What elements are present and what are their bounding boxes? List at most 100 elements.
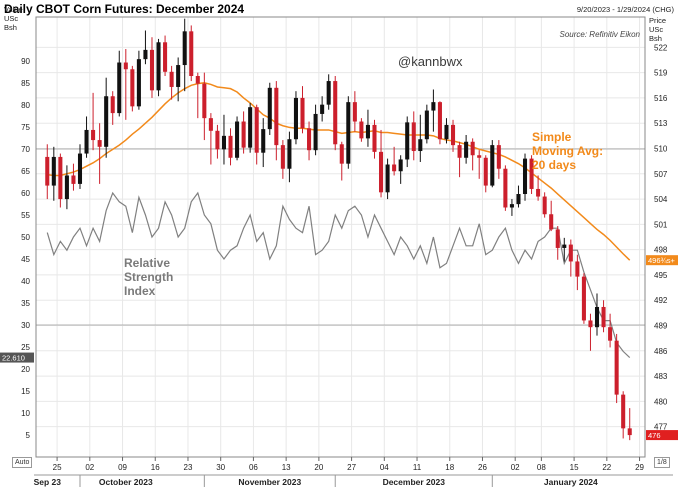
candle-body <box>248 107 253 148</box>
candle-body <box>444 124 449 140</box>
candle-body <box>431 102 436 111</box>
last-price-badge-bg <box>646 430 678 441</box>
candle-body <box>477 155 482 158</box>
candle-body <box>608 327 613 341</box>
candle-body <box>267 87 272 130</box>
candle-body <box>346 102 351 164</box>
candle-body <box>536 188 541 197</box>
value-tick-label: 10 <box>21 409 30 418</box>
candle-body <box>84 129 89 154</box>
candle-body <box>365 124 370 139</box>
date-tick-label: 30 <box>216 463 225 472</box>
candle-body <box>509 204 514 208</box>
date-tick-label: 16 <box>151 463 160 472</box>
candle-body <box>581 276 586 321</box>
source-label: Source: Refinitiv Eikon <box>559 30 640 39</box>
candle-body <box>562 244 567 248</box>
date-range-label: 9/20/2023 - 1/29/2024 (CHG) <box>576 5 674 14</box>
candle-body <box>189 31 194 77</box>
rsi-value-badge-bg <box>0 352 34 363</box>
rsi-annotation-line: Strength <box>124 270 174 284</box>
candle-body <box>71 175 76 184</box>
rsi-annotation-line: Index <box>124 284 156 298</box>
candle-body <box>437 102 442 140</box>
value-tick-label: 85 <box>21 79 30 88</box>
candle-body <box>228 135 233 158</box>
candle-body <box>568 244 573 262</box>
date-tick-label: 23 <box>184 463 193 472</box>
left-axis-header-line: Bsh <box>4 23 17 32</box>
candle-body <box>169 71 174 87</box>
value-tick-label: 55 <box>21 211 30 220</box>
candle-body <box>64 175 69 200</box>
month-label: November 2023 <box>238 477 301 487</box>
candle-body <box>594 306 600 328</box>
candle-body <box>123 62 128 70</box>
value-tick-label: 80 <box>21 101 30 110</box>
candle-body <box>202 83 207 119</box>
candle-body <box>110 96 115 114</box>
plot-frame <box>35 16 646 458</box>
value-tick-label: 25 <box>21 343 30 352</box>
value-badge-layer: 496¾s+ 476 22.610 <box>0 255 678 441</box>
value-tick-label: 50 <box>21 233 30 242</box>
candle-body <box>51 156 56 186</box>
candle-body <box>483 157 488 186</box>
price-tick-label: 492 <box>654 296 668 305</box>
value-tick-label: 5 <box>26 431 31 440</box>
last-price-badge-text: 476 <box>648 431 661 440</box>
value-tick-label: 30 <box>21 321 30 330</box>
candle-body <box>392 164 397 172</box>
right-axis-header-line: Bsh <box>649 34 662 43</box>
date-tick-label: 06 <box>249 463 258 472</box>
candle-body <box>450 124 456 146</box>
candle-body <box>457 145 462 158</box>
date-tick-label: 09 <box>118 463 127 472</box>
candle-body <box>149 49 155 91</box>
price-tick-label: 483 <box>654 372 668 381</box>
candle-body <box>320 104 325 114</box>
month-label: October 2023 <box>99 477 153 487</box>
scale-unit-button[interactable]: 1/8 <box>654 457 670 468</box>
sma-annotation: Simple Moving Avg: 20 days <box>532 130 603 172</box>
date-tick-label: 26 <box>478 463 487 472</box>
value-tick-label: 45 <box>21 255 30 264</box>
candle-body <box>588 320 593 328</box>
rsi-layer <box>46 191 631 358</box>
price-tick-label: 519 <box>654 69 668 78</box>
date-tick-label: 02 <box>511 463 520 472</box>
candle-body <box>411 122 416 152</box>
right-axis-header-line: USc <box>649 25 664 34</box>
date-tick-label: 18 <box>445 463 454 472</box>
price-tick-label: 480 <box>654 397 668 406</box>
candle-body <box>143 49 148 60</box>
candle-body <box>575 261 580 277</box>
candle-body <box>182 31 187 66</box>
value-tick-label: 65 <box>21 167 30 176</box>
sma-price-badge-text: 496¾s+ <box>648 256 676 265</box>
candle-body <box>464 141 469 158</box>
price-tick-label: 477 <box>654 423 668 432</box>
right-axis-header-line: Price <box>649 16 667 25</box>
candle-body <box>117 62 122 114</box>
chart-title: Daily CBOT Corn Futures: December 2024 <box>4 2 245 16</box>
candle-body <box>97 140 102 147</box>
candle-body <box>176 65 181 87</box>
candle-body <box>470 141 475 156</box>
candle-body <box>45 156 50 186</box>
candle-body <box>195 76 200 84</box>
candle-body <box>627 428 632 436</box>
candle-body <box>555 229 560 248</box>
candle-body <box>516 194 521 205</box>
candle-body <box>307 128 312 151</box>
left-axis-header-line: USc <box>4 14 19 23</box>
month-label: Sep 23 <box>34 477 62 487</box>
sma-annotation-line: Simple <box>532 130 572 144</box>
rsi-annotation-line: Relative <box>124 256 171 270</box>
candle-body <box>601 306 606 328</box>
price-tick-label: 498 <box>654 246 668 255</box>
candle-body <box>614 340 619 395</box>
auto-scale-button[interactable]: Auto <box>12 457 33 468</box>
candle-body <box>405 122 410 160</box>
